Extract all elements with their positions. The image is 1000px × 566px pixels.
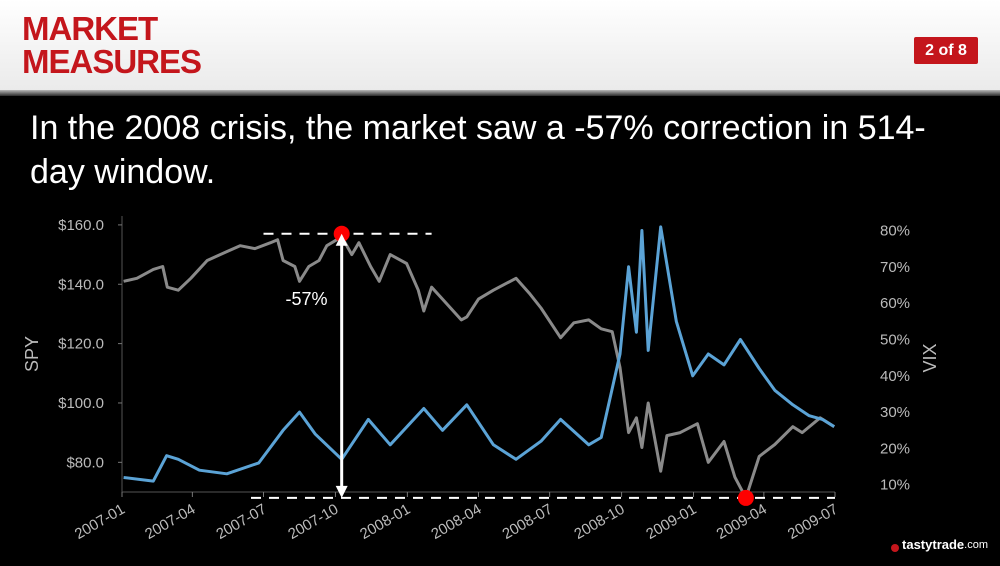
brand-name: tastytrade [902,537,965,552]
x-tick-label: 2009-01 [643,501,699,543]
extreme-point-marker [737,489,754,506]
y-left-tick-label: $100.0 [58,395,104,412]
y-left-tick-label: $160.0 [58,217,104,234]
logo-line-2: MEASURES [22,43,202,80]
x-tick-label: 2008-10 [571,501,627,543]
x-tick-label: 2007-07 [213,501,269,543]
y-right-tick-label: 10% [880,477,910,494]
drawdown-arrow-head-top [335,233,348,246]
y-right-tick-label: 40% [880,368,910,385]
header-bar [0,0,1000,96]
logo-line-1: MARKET [22,10,158,47]
y-right-tick-label: 50% [880,331,910,348]
drawdown-arrow-head-bottom [335,485,348,498]
y-axis-label-left: SPY [22,336,42,372]
series-line-vix [123,225,835,483]
drawdown-label: -57% [285,289,327,309]
y-left-tick-label: $80.0 [66,454,104,471]
x-tick-label: 2007-10 [285,501,341,543]
y-axis-label-right: VIX [920,343,940,372]
y-left-tick-label: $140.0 [58,276,104,293]
x-tick-label: 2008-01 [357,501,413,543]
x-tick-label: 2009-07 [785,501,841,543]
y-right-tick-label: 70% [880,259,910,276]
x-tick-label: 2009-04 [714,501,770,543]
market-measures-logo: MARKET MEASURES [22,10,202,80]
x-tick-label: 2007-01 [72,501,128,543]
tastytrade-logo: tastytrade .com [891,537,988,552]
y-right-tick-label: 60% [880,295,910,312]
y-right-tick-label: 20% [880,440,910,457]
cherry-icon [891,543,900,552]
series-line-spy [123,235,836,500]
x-tick-label: 2008-07 [499,501,555,543]
slide-headline: In the 2008 crisis, the market saw a -57… [30,109,926,191]
x-tick-label: 2008-04 [428,501,484,543]
y-right-tick-label: 80% [880,223,910,240]
y-right-tick-label: 30% [880,404,910,421]
x-tick-label: 2007-04 [142,501,198,543]
brand-suffix: .com [964,538,988,551]
page-indicator: 2 of 8 [914,37,978,64]
y-left-tick-label: $120.0 [58,336,104,353]
